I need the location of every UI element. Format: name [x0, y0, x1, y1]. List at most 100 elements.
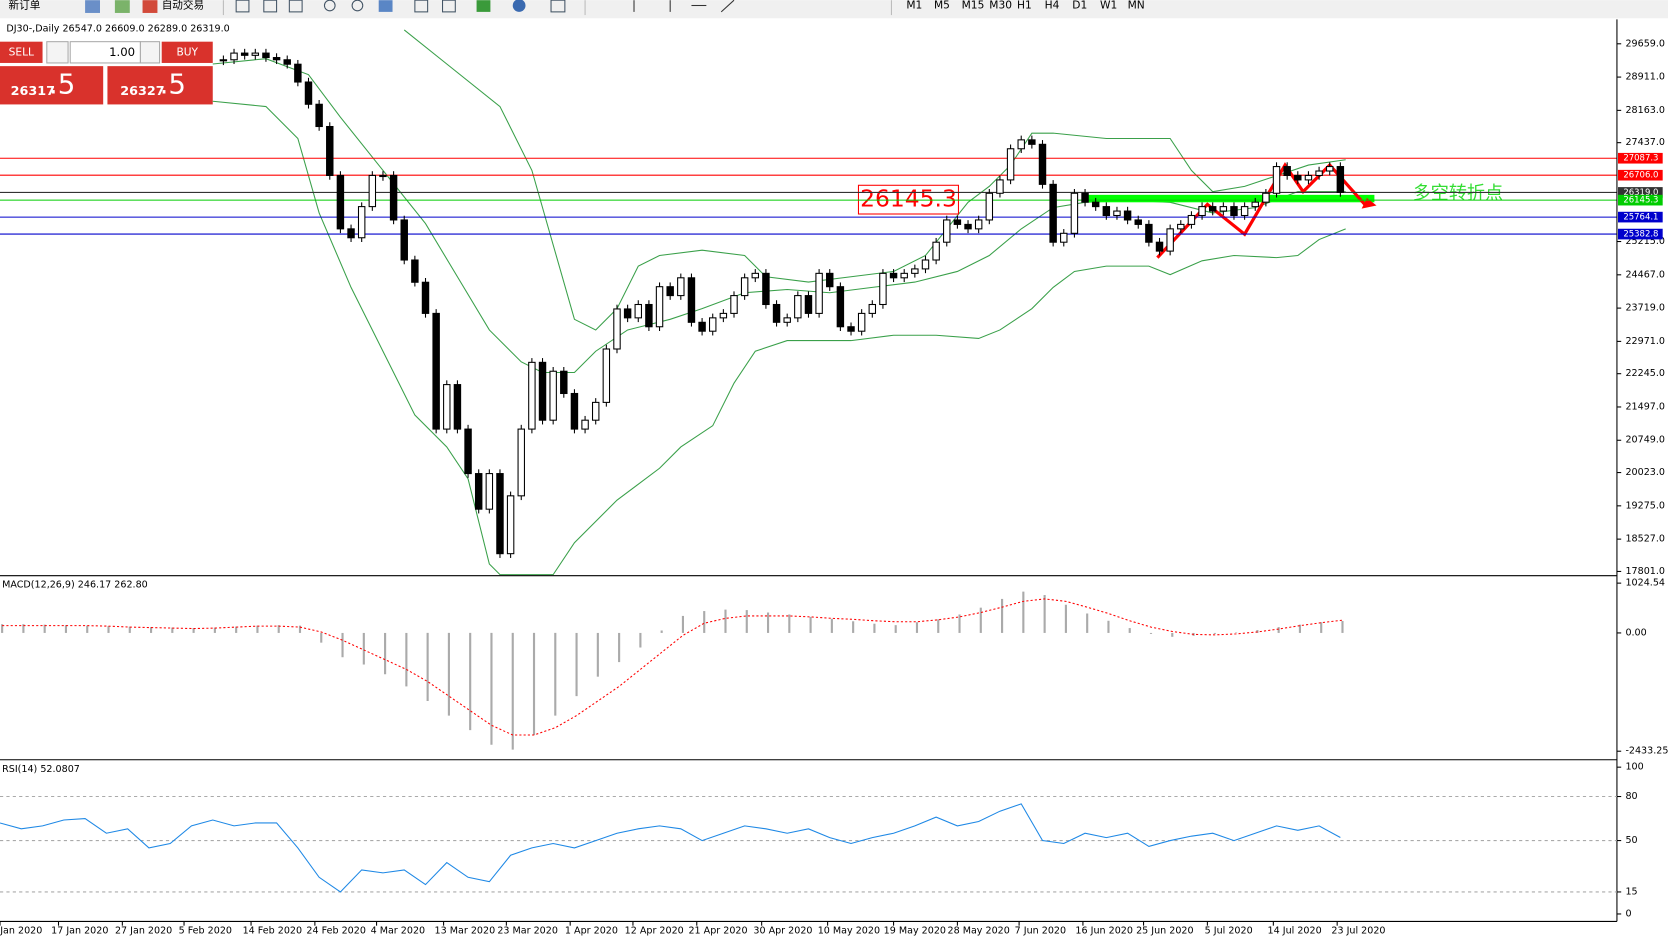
candle [304, 81, 313, 105]
sell-label: SELL [9, 45, 34, 58]
y-tick-label: 25215.0 [1625, 236, 1665, 247]
price-level-label: 25764.1 [1623, 213, 1658, 223]
candle [1240, 206, 1249, 217]
candle [1134, 219, 1142, 225]
timeframe-button[interactable]: MN [1128, 0, 1145, 12]
y-tick-label: 100 [1625, 762, 1643, 773]
candle [719, 312, 728, 319]
candle [836, 286, 845, 328]
icon[interactable] [235, 0, 250, 13]
lot-down[interactable] [46, 41, 69, 64]
toolbar: 新订单 自动交易 M1 M5 M15 M30 H1 H4 D1 W1 MN [0, 0, 1668, 19]
y-tick-label: 18527.0 [1625, 534, 1665, 545]
candle [1230, 206, 1238, 217]
zoom-in[interactable] [323, 0, 336, 12]
timeframe-button[interactable]: H1 [1017, 0, 1032, 12]
candle [560, 370, 568, 395]
rsi-line [0, 803, 1341, 893]
candle [1187, 214, 1196, 225]
candle [645, 303, 653, 328]
rsi-title: RSI(14) 52.0807 [2, 764, 80, 775]
candle [889, 272, 898, 279]
candle [804, 295, 813, 314]
candle [868, 303, 877, 314]
candle [1262, 192, 1270, 203]
y-tick-label: 22971.0 [1625, 336, 1665, 347]
candle [953, 219, 962, 225]
candle [496, 473, 504, 555]
candle [538, 361, 547, 421]
icon[interactable] [378, 0, 393, 12]
candle [528, 361, 536, 430]
x-tick-label: 19 May 2020 [884, 925, 946, 936]
trendline[interactable] [720, 0, 735, 13]
candle [443, 384, 451, 430]
toolbar-bg [0, 0, 1668, 19]
x-tick-label: 14 Jul 2020 [1268, 925, 1322, 936]
buy-pips: .5 [160, 67, 186, 100]
timeframe-button[interactable]: M1 [906, 0, 922, 12]
indicators[interactable] [476, 0, 491, 12]
sell-button[interactable] [0, 41, 43, 63]
candle [389, 174, 398, 221]
candle [613, 308, 621, 350]
auto-trading-icon[interactable] [142, 0, 158, 13]
price-level-tag [1618, 211, 1663, 223]
icon[interactable] [414, 0, 429, 13]
y-tick-label: 0 [1625, 908, 1631, 919]
icon[interactable] [114, 0, 130, 13]
timeframes: M1 M5 M15 M30 H1 H4 D1 W1 MN [906, 0, 1144, 12]
candle [1251, 201, 1259, 208]
candle [943, 219, 951, 243]
templates[interactable] [550, 0, 566, 13]
timeframe-button[interactable]: M5 [934, 0, 950, 12]
sell-price-box[interactable] [0, 66, 104, 105]
candle [921, 259, 930, 270]
candle [900, 272, 908, 279]
candle [740, 277, 749, 297]
buy-price-box[interactable] [107, 66, 213, 105]
icon[interactable] [288, 0, 303, 13]
lot-up[interactable] [139, 41, 161, 64]
x-tick-label: 24 Feb 2020 [306, 925, 366, 936]
candle [400, 219, 408, 261]
candle [219, 59, 228, 62]
periods[interactable] [512, 0, 526, 12]
candle [1102, 206, 1111, 217]
x-tick-label: 28 May 2020 [947, 925, 1009, 936]
buy-label: BUY [176, 45, 198, 58]
buy-price: 26327 [120, 84, 164, 99]
y-tick-label: 22245.0 [1625, 368, 1665, 379]
new-order-button[interactable]: 新订单 [9, 0, 41, 12]
icon[interactable] [263, 0, 278, 13]
timeframe-button[interactable]: W1 [1100, 0, 1117, 12]
timeframe-button[interactable]: D1 [1072, 0, 1087, 12]
timeframe-button[interactable]: H4 [1045, 0, 1060, 12]
candle [379, 174, 387, 178]
icon[interactable] [441, 0, 456, 13]
price-level-tag [1618, 187, 1663, 198]
candle [1294, 174, 1302, 181]
timeframe-button[interactable]: M30 [989, 0, 1012, 12]
icon[interactable] [85, 0, 100, 13]
candle [1166, 228, 1174, 252]
macd-signal [2, 598, 1343, 736]
y-tick-label: 0.00 [1625, 627, 1646, 638]
buy-button[interactable] [161, 41, 213, 63]
zoom-out[interactable] [351, 0, 364, 12]
timeframe-button[interactable]: M15 [962, 0, 985, 12]
candle [1017, 139, 1025, 150]
x-tick-label: 30 Apr 2020 [753, 925, 812, 936]
candle [666, 286, 674, 297]
candle [826, 272, 834, 288]
candle [655, 286, 664, 328]
candle [421, 281, 430, 314]
y-tick-label: 28911.0 [1625, 72, 1665, 83]
candle [1091, 201, 1100, 208]
candle [474, 473, 483, 510]
candle [857, 312, 866, 332]
x-tick-label: 13 Mar 2020 [435, 925, 496, 936]
x-tick-label: 5 Feb 2020 [179, 925, 232, 936]
auto-trading-button[interactable]: 自动交易 [162, 0, 205, 12]
